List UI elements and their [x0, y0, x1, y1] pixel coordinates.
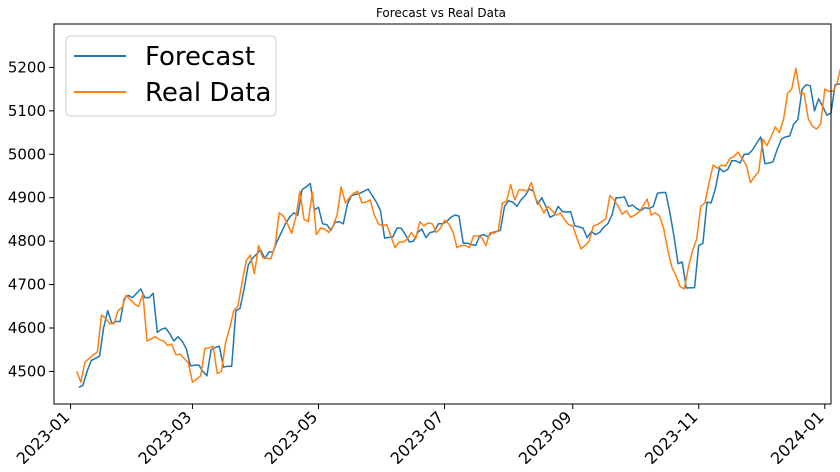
y-tick-label: 5100 [8, 102, 46, 120]
y-tick-label: 5200 [8, 58, 46, 76]
plot-frame [53, 23, 832, 405]
y-axis: 4500 4600 4700 4800 4900 5000 5100 5200 [8, 58, 54, 380]
series-line-forecast [78, 83, 840, 389]
legend-label-real-data: Real Data [145, 78, 271, 108]
y-tick-label: 4600 [8, 319, 46, 337]
y-tick-label: 4500 [8, 362, 46, 380]
series-line-real-data [76, 67, 840, 384]
chart-title: Forecast vs Real Data [376, 6, 506, 20]
legend: Forecast Real Data [65, 35, 277, 117]
y-tick-label: 4800 [8, 232, 46, 250]
y-tick-label: 5000 [8, 145, 46, 163]
legend-label-forecast: Forecast [145, 42, 255, 72]
y-tick-label: 4900 [8, 189, 46, 207]
y-tick-label: 4700 [8, 276, 46, 294]
plot-lines [76, 67, 840, 389]
